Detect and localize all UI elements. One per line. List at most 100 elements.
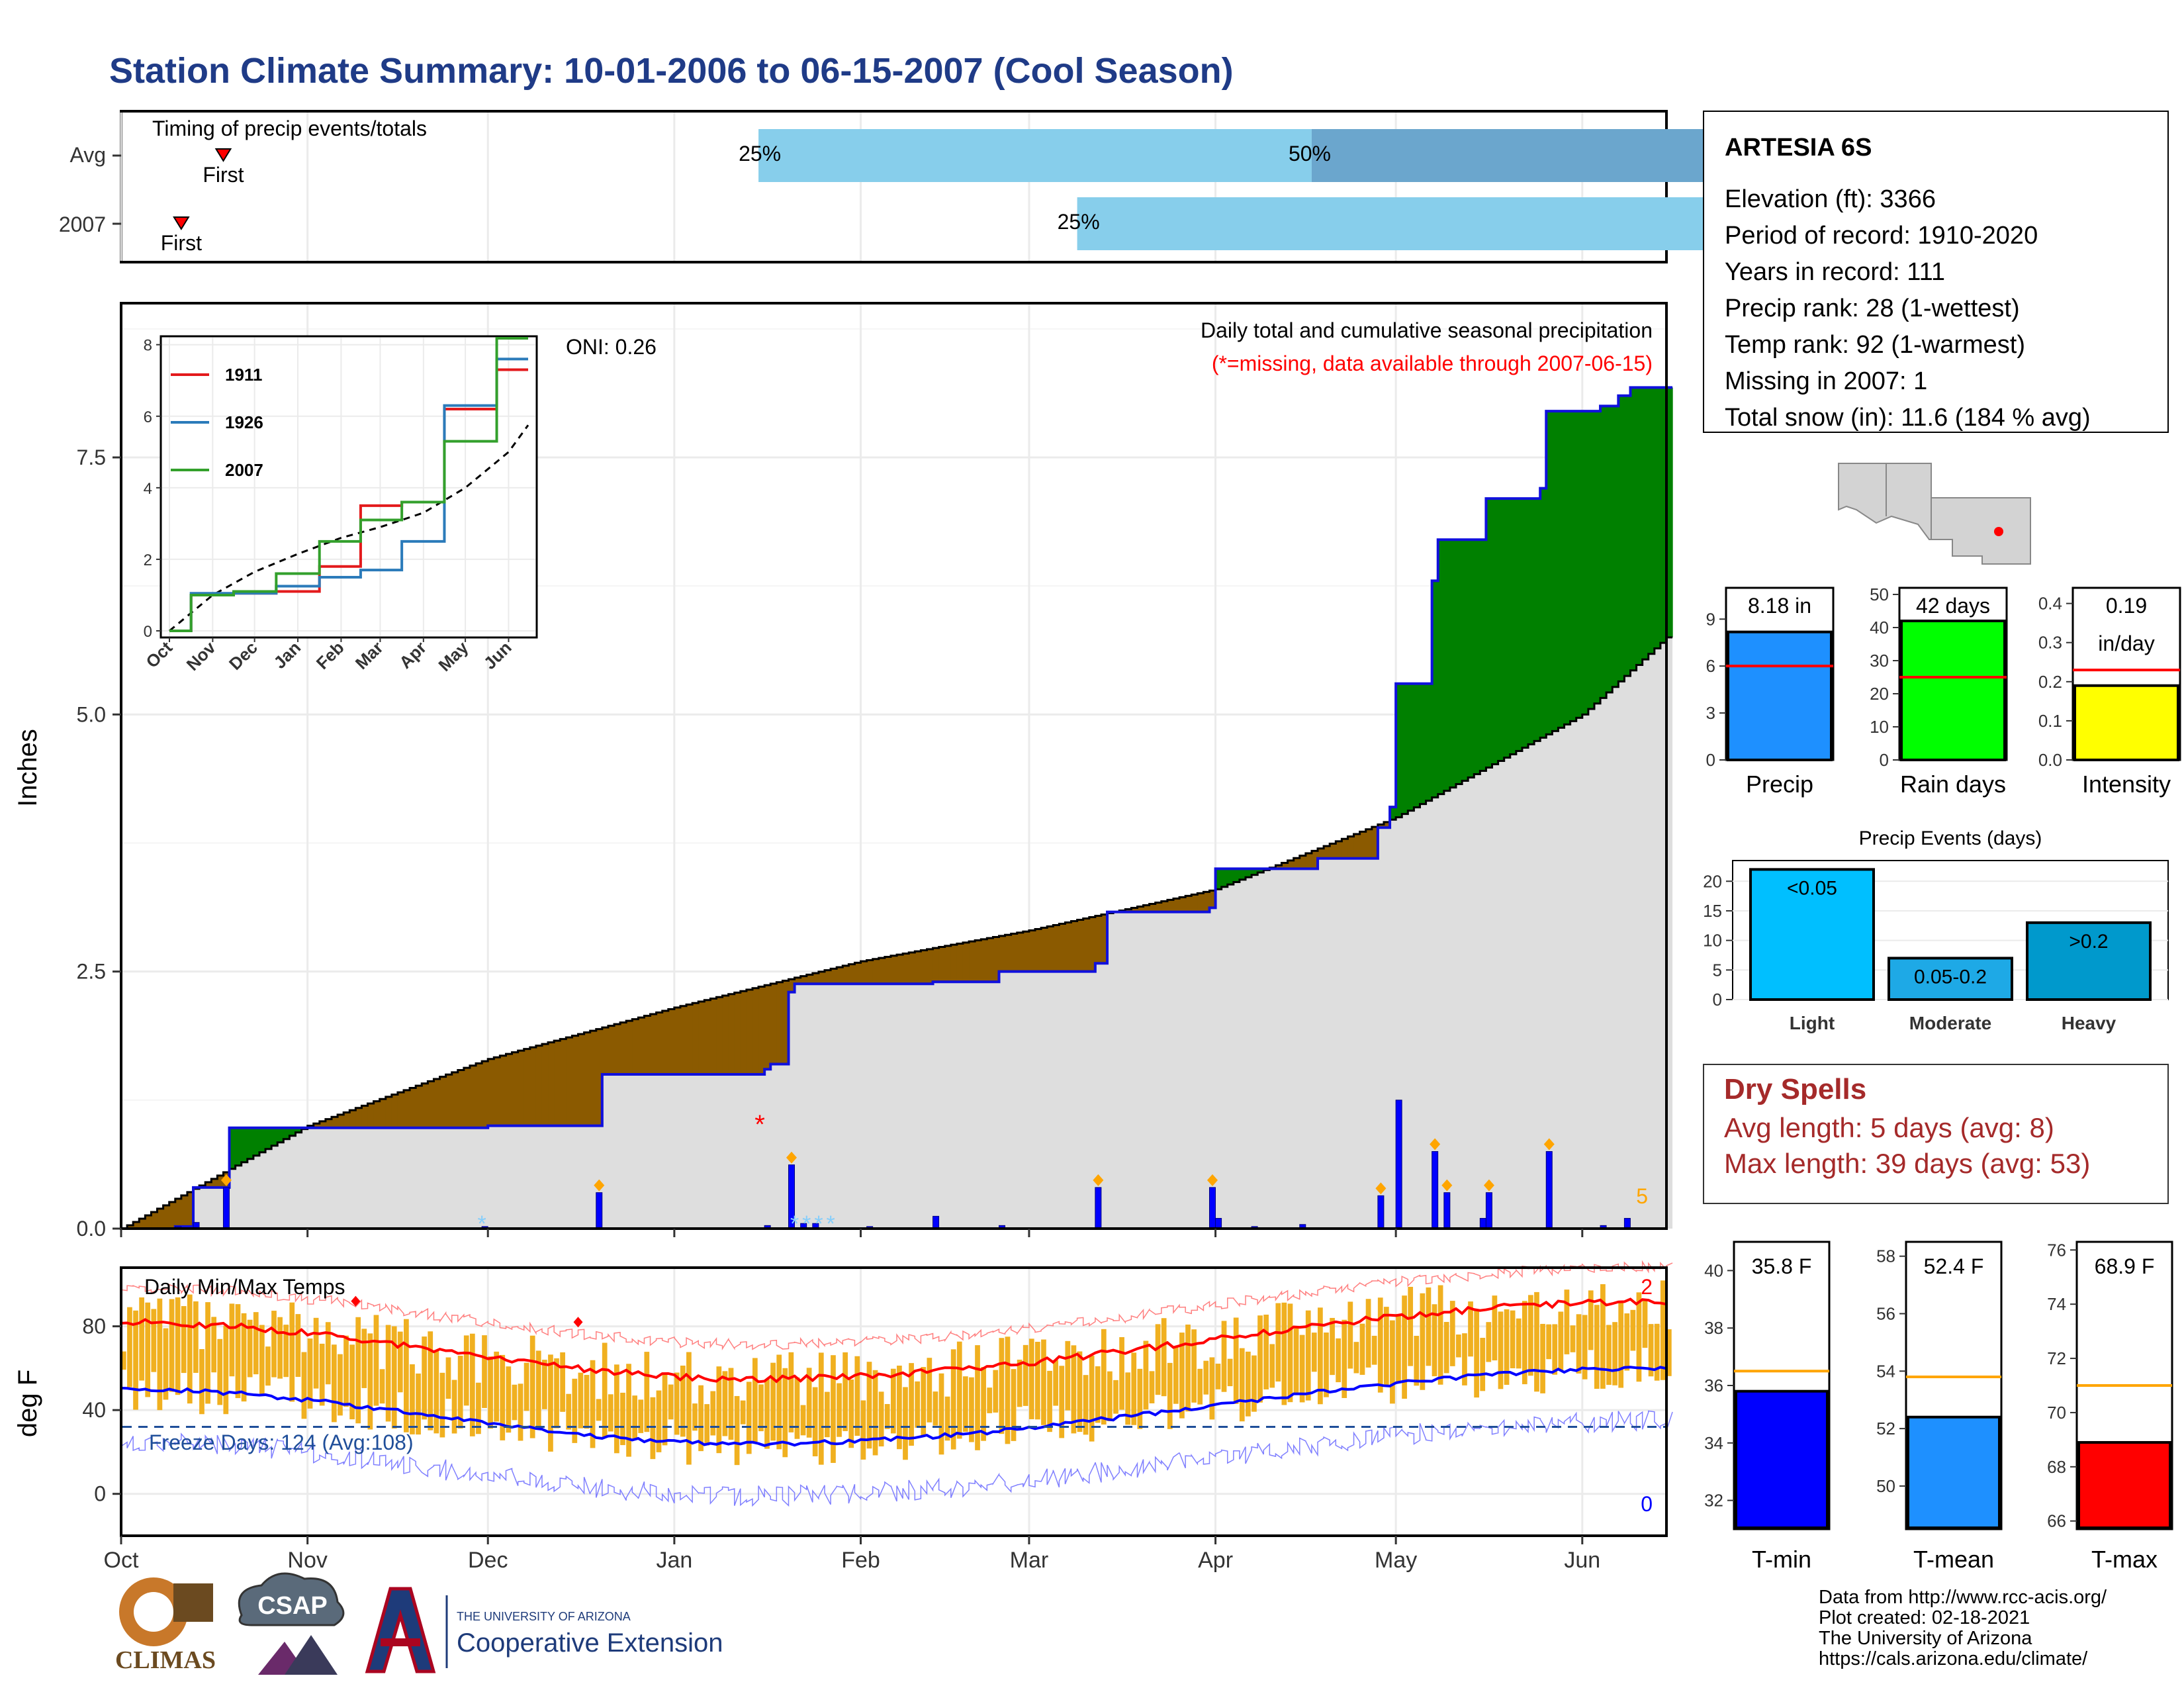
daily-temp-range-bar (674, 1372, 680, 1435)
daily-temp-range-bar (1143, 1340, 1149, 1410)
temp-summary-y-tick-label: 34 (1704, 1433, 1723, 1453)
temp-summary-y-tick-label: 32 (1704, 1491, 1723, 1511)
daily-temp-range-bar (428, 1331, 433, 1430)
below-average-band (1287, 860, 1295, 869)
below-average-band (776, 982, 784, 1064)
events-y-tick-label: 5 (1713, 960, 1722, 980)
daily-temp-range-bar (1426, 1287, 1432, 1366)
above-average-band (241, 1127, 248, 1162)
below-average-band (728, 994, 735, 1074)
daily-temp-range-bar (650, 1397, 656, 1460)
below-average-band (1125, 909, 1132, 912)
below-average-band (837, 967, 843, 984)
daily-temp-range-bar (1227, 1358, 1233, 1387)
daily-temp-range-bar (247, 1319, 253, 1378)
below-average-band (163, 1205, 170, 1229)
daily-temp-range-bar (1654, 1323, 1660, 1381)
daily-temp-range-bar (127, 1307, 132, 1387)
daily-temp-range-bar (1522, 1301, 1527, 1385)
daily-temp-range-bar (1305, 1310, 1311, 1401)
below-average-band (410, 1088, 416, 1128)
daily-temp-range-bar (656, 1390, 662, 1452)
above-average-band (1528, 498, 1535, 745)
below-average-band (488, 1058, 494, 1126)
daily-temp-range-bar (151, 1309, 157, 1372)
ua-logo-big-text: Cooperative Extension (457, 1628, 723, 1658)
above-average-band (1227, 868, 1234, 885)
daily-temp-range-bar (379, 1369, 385, 1404)
above-average-band (1420, 683, 1427, 804)
daily-temp-range-bar (157, 1298, 163, 1411)
events-bar-light (1749, 868, 1875, 1002)
daily-temp-range-bar (860, 1400, 866, 1460)
temp-summary-value-label: 52.4 F (1924, 1254, 1984, 1278)
inset-y-tick-label: 8 (144, 337, 152, 355)
below-average-band (1071, 921, 1078, 972)
below-average-band (439, 1076, 447, 1128)
daily-temp-range-bar (259, 1325, 265, 1395)
below-average-band (626, 1021, 633, 1074)
below-average-band (668, 1009, 675, 1074)
below-average-band (1371, 827, 1379, 859)
below-average-band (842, 965, 849, 984)
daily-temp-range-bar (794, 1377, 800, 1439)
daily-temp-range-bar (1588, 1290, 1594, 1350)
daily-temp-range-bar (944, 1396, 950, 1441)
daily-temp-range-bar (175, 1297, 181, 1395)
below-average-band (1347, 836, 1355, 859)
snow-event-marker (1543, 1138, 1555, 1150)
below-average-band (175, 1198, 182, 1227)
summary-y-tick-label: 0 (1706, 750, 1715, 770)
above-average-band (1660, 387, 1667, 643)
daily-precip-bar (1443, 1192, 1451, 1229)
daily-temp-range-bar (1246, 1351, 1251, 1417)
below-average-band (1293, 858, 1300, 869)
above-average-band (1396, 683, 1402, 818)
daily-temp-range-bar (199, 1349, 205, 1415)
summary-y-tick-label: 30 (1870, 651, 1889, 671)
daily-precip-bar (1485, 1192, 1492, 1229)
snow-marker: * (802, 1211, 811, 1237)
above-average-band (1558, 411, 1565, 728)
below-average-band (921, 950, 928, 984)
below-average-band (541, 1044, 549, 1126)
inset-y-tick-label: 6 (144, 408, 152, 426)
timing-p25-label: 25% (1058, 210, 1100, 234)
daily-temp-range-bar (782, 1368, 788, 1458)
below-average-band (800, 976, 807, 984)
above-average-band (1432, 581, 1439, 798)
above-average-band (1257, 868, 1264, 873)
daily-temp-range-bar (1540, 1323, 1545, 1393)
csap-logo-text: CSAP (257, 1592, 328, 1620)
below-average-band (950, 945, 958, 982)
daily-temp-range-bar (933, 1391, 938, 1426)
events-bar-text: >0.2 (2069, 931, 2108, 953)
temp-summary-y-tick-label: 66 (2047, 1511, 2066, 1531)
daily-temp-range-bar (1083, 1375, 1089, 1435)
below-average-band (349, 1110, 356, 1128)
summary-y-tick-label: 0.3 (2038, 633, 2062, 653)
oni-label: ONI: 0.26 (566, 335, 657, 359)
daily-temp-range-bar (578, 1372, 584, 1429)
below-average-band (860, 961, 868, 984)
daily-temp-range-bar (734, 1395, 740, 1466)
summary-bar-precip: 0 3 6 9 8.18 in Precip (1706, 586, 1835, 798)
daily-temp-range-bar (554, 1358, 559, 1429)
above-average-band (1624, 395, 1631, 677)
above-average-band (1654, 387, 1661, 649)
below-average-band (632, 1019, 639, 1074)
daily-temp-range-bar (1342, 1319, 1347, 1398)
snow-marker: * (478, 1211, 486, 1237)
daily-temp-range-bar (541, 1360, 547, 1409)
below-average-band (620, 1022, 627, 1074)
station-precip-rank: Precip rank: 28 (1-wettest) (1725, 295, 2020, 322)
daily-temp-range-bar (1125, 1372, 1131, 1425)
below-average-band (1065, 922, 1072, 972)
snow-event-marker (1441, 1179, 1453, 1192)
below-average-band (500, 1055, 507, 1126)
daily-temp-range-bar (1462, 1333, 1467, 1385)
daily-temp-range-bar (488, 1356, 493, 1429)
above-average-band (1564, 411, 1571, 725)
station-period: Period of record: 1910-2020 (1725, 222, 2038, 250)
dry-spells-title: Dry Spells (1724, 1073, 1866, 1105)
